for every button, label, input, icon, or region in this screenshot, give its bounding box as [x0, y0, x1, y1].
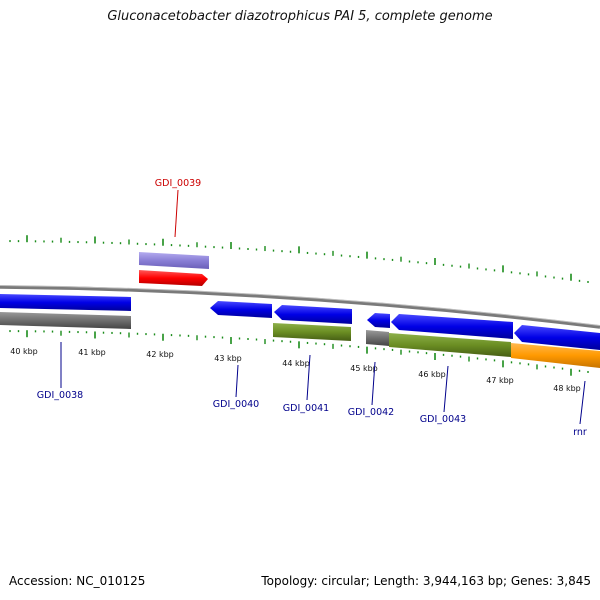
outer-tick-ring — [9, 235, 589, 283]
leader-gdi-0042 — [371, 361, 376, 406]
leader-gdi-0043 — [443, 365, 449, 413]
map-title: Gluconacetobacter diazotrophicus PAI 5, … — [107, 9, 493, 24]
scale-label-42kbp: 42 kbp — [146, 350, 174, 359]
scale-label-48kbp: 48 kbp — [553, 384, 581, 393]
gene-label-rnr[interactable]: rnr — [573, 427, 587, 438]
cds-rnr[interactable] — [514, 325, 600, 350]
scale-label-41kbp: 41 kbp — [78, 348, 106, 357]
accession-text: Accession: NC_010125 — [9, 574, 146, 588]
orange-feature-rnr[interactable] — [511, 343, 600, 368]
scale-label-43kbp: 43 kbp — [214, 354, 242, 363]
gray-feature-gdi-0038[interactable] — [0, 312, 131, 329]
gene-label-leaders — [60, 189, 586, 425]
scale-label-46kbp: 46 kbp — [418, 370, 446, 379]
scale-label-45kbp: 45 kbp — [350, 364, 378, 373]
gene-label-gdi-0038[interactable]: GDI_0038 — [37, 390, 83, 401]
lavender-feature-gdi-0039[interactable] — [139, 252, 209, 269]
red-feature-gdi-0039[interactable] — [139, 270, 208, 286]
gene-label-gdi-0043[interactable]: GDI_0043 — [420, 414, 466, 425]
scale-label-47kbp: 47 kbp — [486, 376, 514, 385]
scale-label-40kbp: 40 kbp — [10, 347, 38, 356]
scale-labels: 40 kbp 41 kbp 42 kbp 43 kbp 44 kbp 45 kb… — [10, 347, 581, 393]
cds-gdi-0038[interactable] — [0, 294, 131, 311]
gene-label-gdi-0041[interactable]: GDI_0041 — [283, 403, 329, 414]
genome-summary-text: Topology: circular; Length: 3,944,163 bp… — [261, 574, 591, 588]
green-feature-gdi-0041[interactable] — [273, 323, 351, 341]
cds-gdi-0042[interactable] — [367, 313, 390, 328]
inner-tick-ring — [9, 330, 589, 376]
leader-rnr — [579, 380, 586, 425]
cds-gdi-0043[interactable] — [391, 314, 513, 339]
leader-gdi-0041 — [306, 354, 311, 401]
genome-backbone-highlight — [0, 285, 600, 326]
gray-feature-gdi-0042[interactable] — [366, 330, 389, 346]
gene-labels: GDI_0039 GDI_0038 GDI_0040 GDI_0041 GDI_… — [37, 178, 587, 438]
green-feature-gdi-0043[interactable] — [389, 333, 511, 357]
cds-gdi-0040[interactable] — [210, 301, 272, 318]
scale-label-44kbp: 44 kbp — [282, 359, 310, 368]
genome-backbone — [0, 285, 600, 329]
leader-gdi-0040 — [235, 364, 239, 398]
cds-gdi-0041[interactable] — [274, 305, 352, 324]
gene-label-gdi-0042[interactable]: GDI_0042 — [348, 407, 394, 418]
gene-label-gdi-0040[interactable]: GDI_0040 — [213, 399, 259, 410]
leader-gdi-0039 — [174, 189, 179, 238]
gene-label-gdi-0039[interactable]: GDI_0039 — [155, 178, 201, 189]
